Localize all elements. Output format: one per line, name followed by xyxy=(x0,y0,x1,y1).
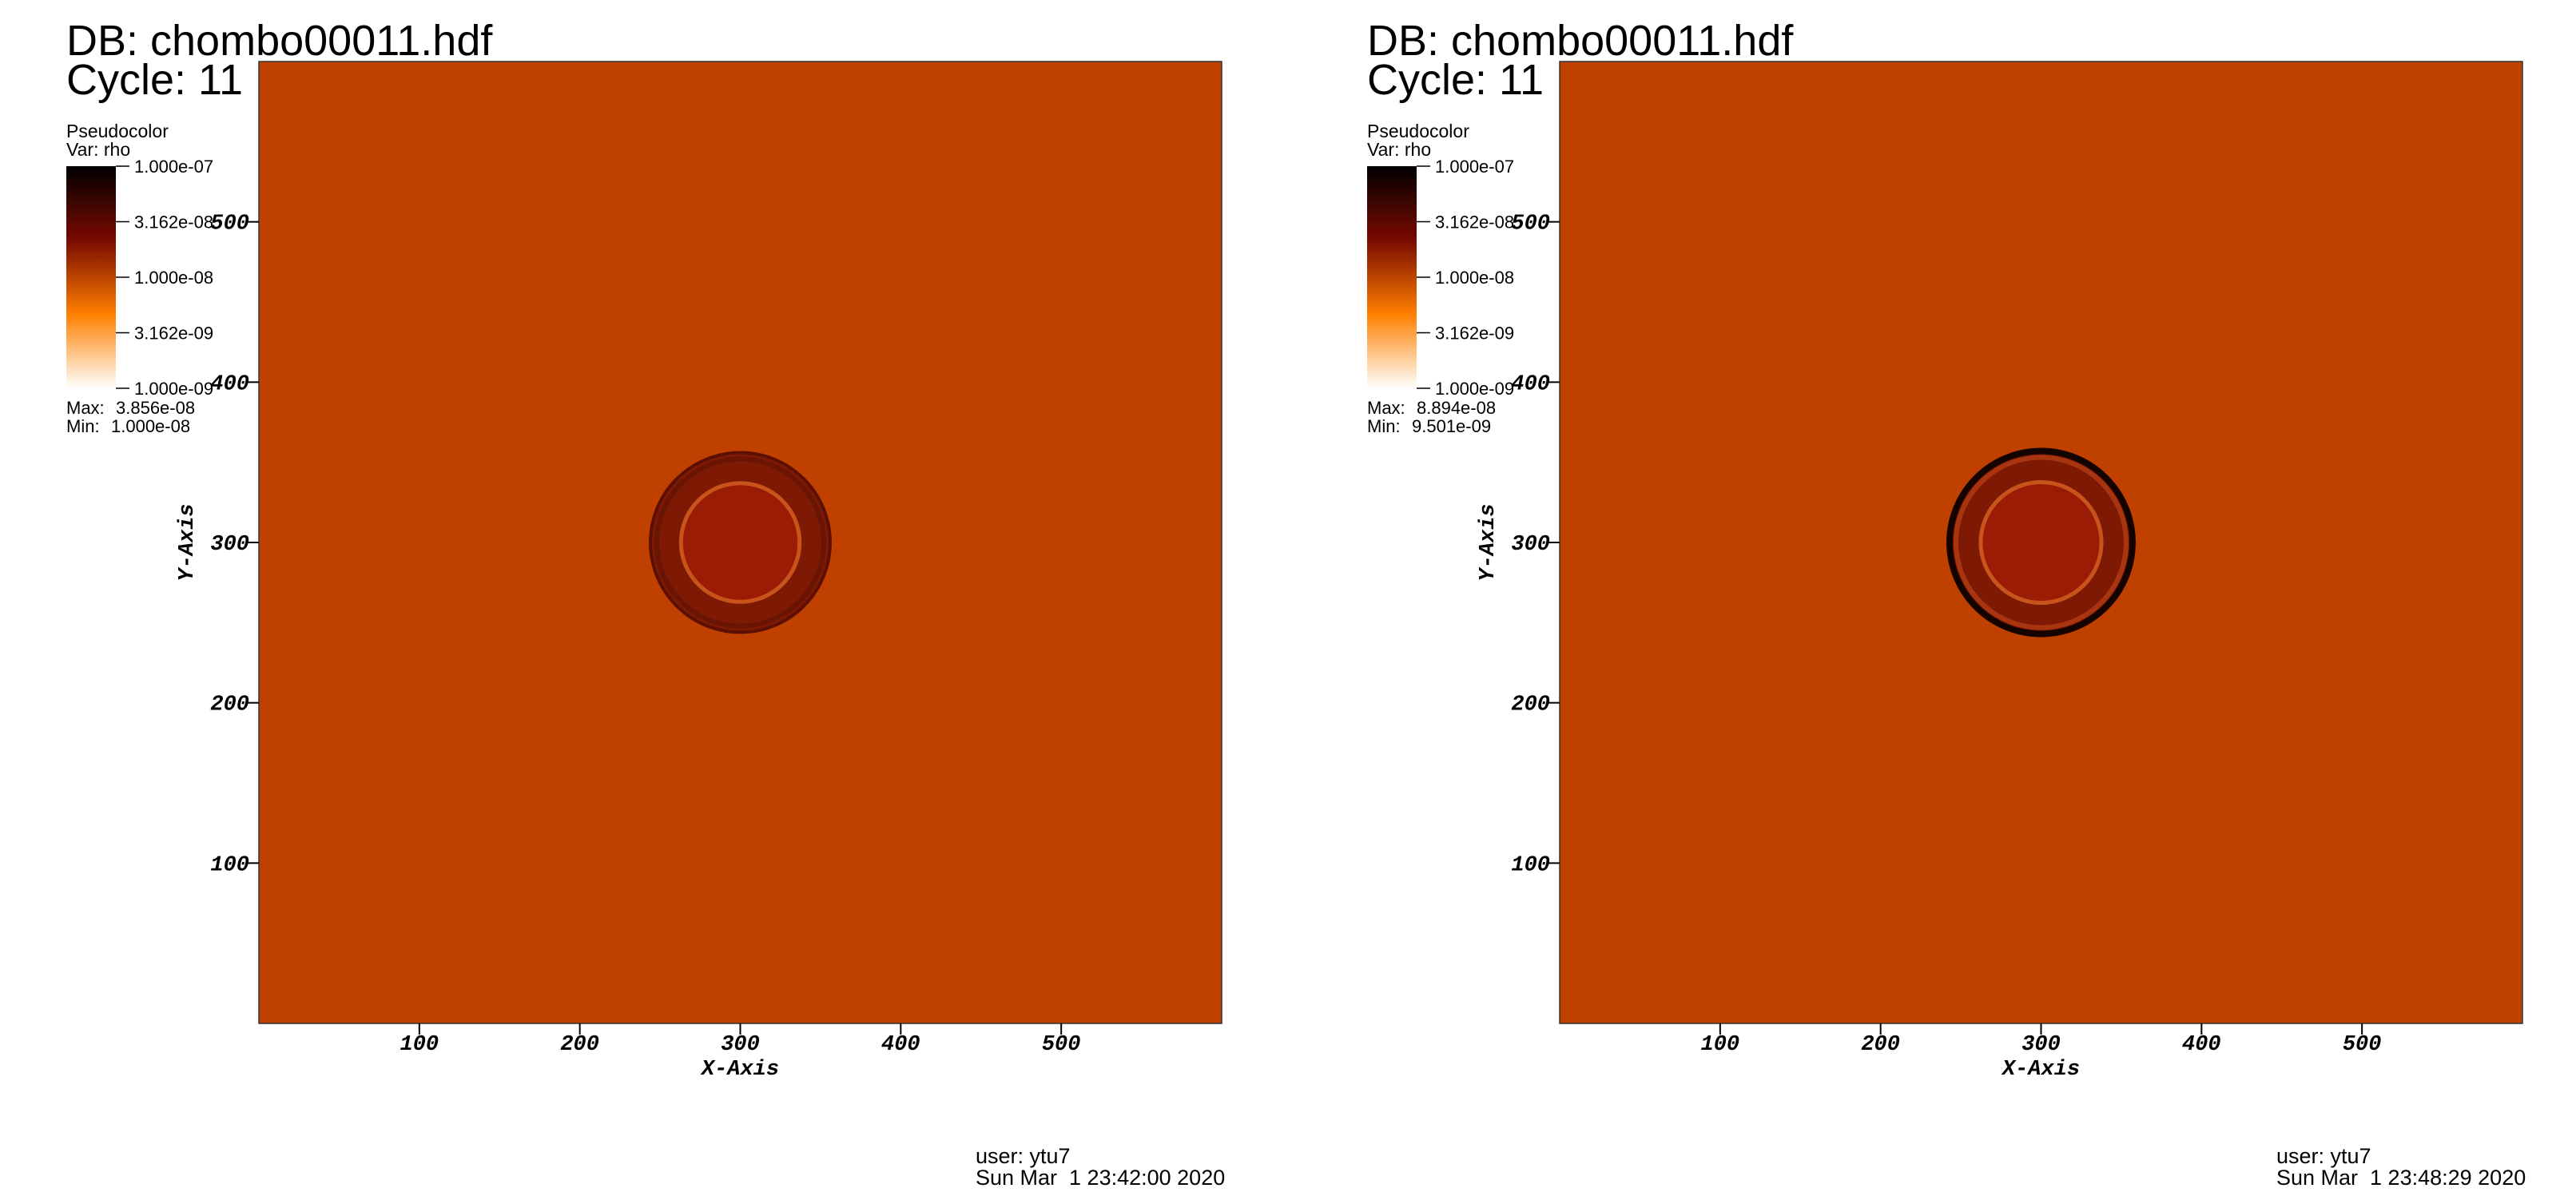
legend-var: Var: rho xyxy=(66,139,130,160)
user-label: user: ytu7 xyxy=(2276,1144,2371,1168)
colorbar-tick-label: 1.000e-09 xyxy=(134,379,213,399)
density-feature xyxy=(649,451,832,634)
y-axis-title: Y-Axis xyxy=(176,503,200,581)
max-label: Max: xyxy=(1367,398,1405,418)
x-tick-label: 100 xyxy=(400,1033,439,1057)
y-tick-label: 500 xyxy=(1511,213,1550,236)
x-axis-title: X-Axis xyxy=(700,1058,779,1082)
x-tick-label: 400 xyxy=(2182,1033,2221,1057)
min-label: Min: xyxy=(1367,416,1401,436)
colorbar-tick-label: 3.162e-09 xyxy=(1435,324,1514,344)
y-tick-label: 100 xyxy=(210,853,249,877)
y-tick-label: 300 xyxy=(1511,533,1550,557)
y-tick-label: 200 xyxy=(1511,693,1550,717)
x-tick-label: 400 xyxy=(881,1033,920,1057)
density-feature xyxy=(1946,447,2136,638)
min-value: 1.000e-08 xyxy=(111,416,190,436)
db-title: DB: chombo00011.hdf xyxy=(66,17,493,65)
date-label: Sun Mar 1 23:48:29 2020 xyxy=(2276,1166,2526,1190)
y-tick-label: 500 xyxy=(210,213,249,236)
colorbar-tick-label: 1.000e-07 xyxy=(134,157,213,177)
x-tick-label: 300 xyxy=(721,1033,760,1057)
y-tick-label: 300 xyxy=(210,533,249,557)
max-label: Max: xyxy=(66,398,105,418)
date-label: Sun Mar 1 23:42:00 2020 xyxy=(976,1166,1225,1190)
colorbar-tick-label: 1.000e-08 xyxy=(1435,268,1514,288)
colorbar xyxy=(66,166,116,388)
legend-title: Pseudocolor xyxy=(66,121,169,141)
colorbar-tick-label: 1.000e-09 xyxy=(1435,379,1514,399)
y-axis-title: Y-Axis xyxy=(1477,503,1501,581)
x-axis-title: X-Axis xyxy=(2001,1058,2080,1082)
max-value: 8.894e-08 xyxy=(1417,398,1496,418)
x-tick-label: 100 xyxy=(1701,1033,1740,1057)
y-tick-label: 200 xyxy=(210,693,249,717)
colorbar-tick-label: 1.000e-08 xyxy=(134,268,213,288)
cycle-label: Cycle: 11 xyxy=(1367,56,1544,104)
x-tick-label: 500 xyxy=(1042,1033,1081,1057)
cycle-label: Cycle: 11 xyxy=(66,56,243,104)
x-tick-label: 200 xyxy=(560,1033,599,1057)
colorbar-tick-label: 3.162e-09 xyxy=(134,324,213,344)
colorbar-tick-label: 3.162e-08 xyxy=(1435,213,1514,232)
y-tick-label: 100 xyxy=(1511,853,1550,877)
y-tick-label: 400 xyxy=(1511,372,1550,396)
user-label: user: ytu7 xyxy=(976,1144,1071,1168)
max-value: 3.856e-08 xyxy=(116,398,195,418)
colorbar xyxy=(1367,166,1417,388)
colorbar-tick-label: 3.162e-08 xyxy=(134,213,213,232)
legend-var: Var: rho xyxy=(1367,139,1431,160)
x-tick-label: 200 xyxy=(1861,1033,1900,1057)
y-tick-label: 400 xyxy=(210,372,249,396)
colorbar-tick-label: 1.000e-07 xyxy=(1435,157,1514,177)
db-title: DB: chombo00011.hdf xyxy=(1367,17,1794,65)
min-label: Min: xyxy=(66,416,100,436)
legend-title: Pseudocolor xyxy=(1367,121,1469,141)
x-tick-label: 500 xyxy=(2343,1033,2382,1057)
min-value: 9.501e-09 xyxy=(1412,416,1491,436)
x-tick-label: 300 xyxy=(2021,1033,2061,1057)
